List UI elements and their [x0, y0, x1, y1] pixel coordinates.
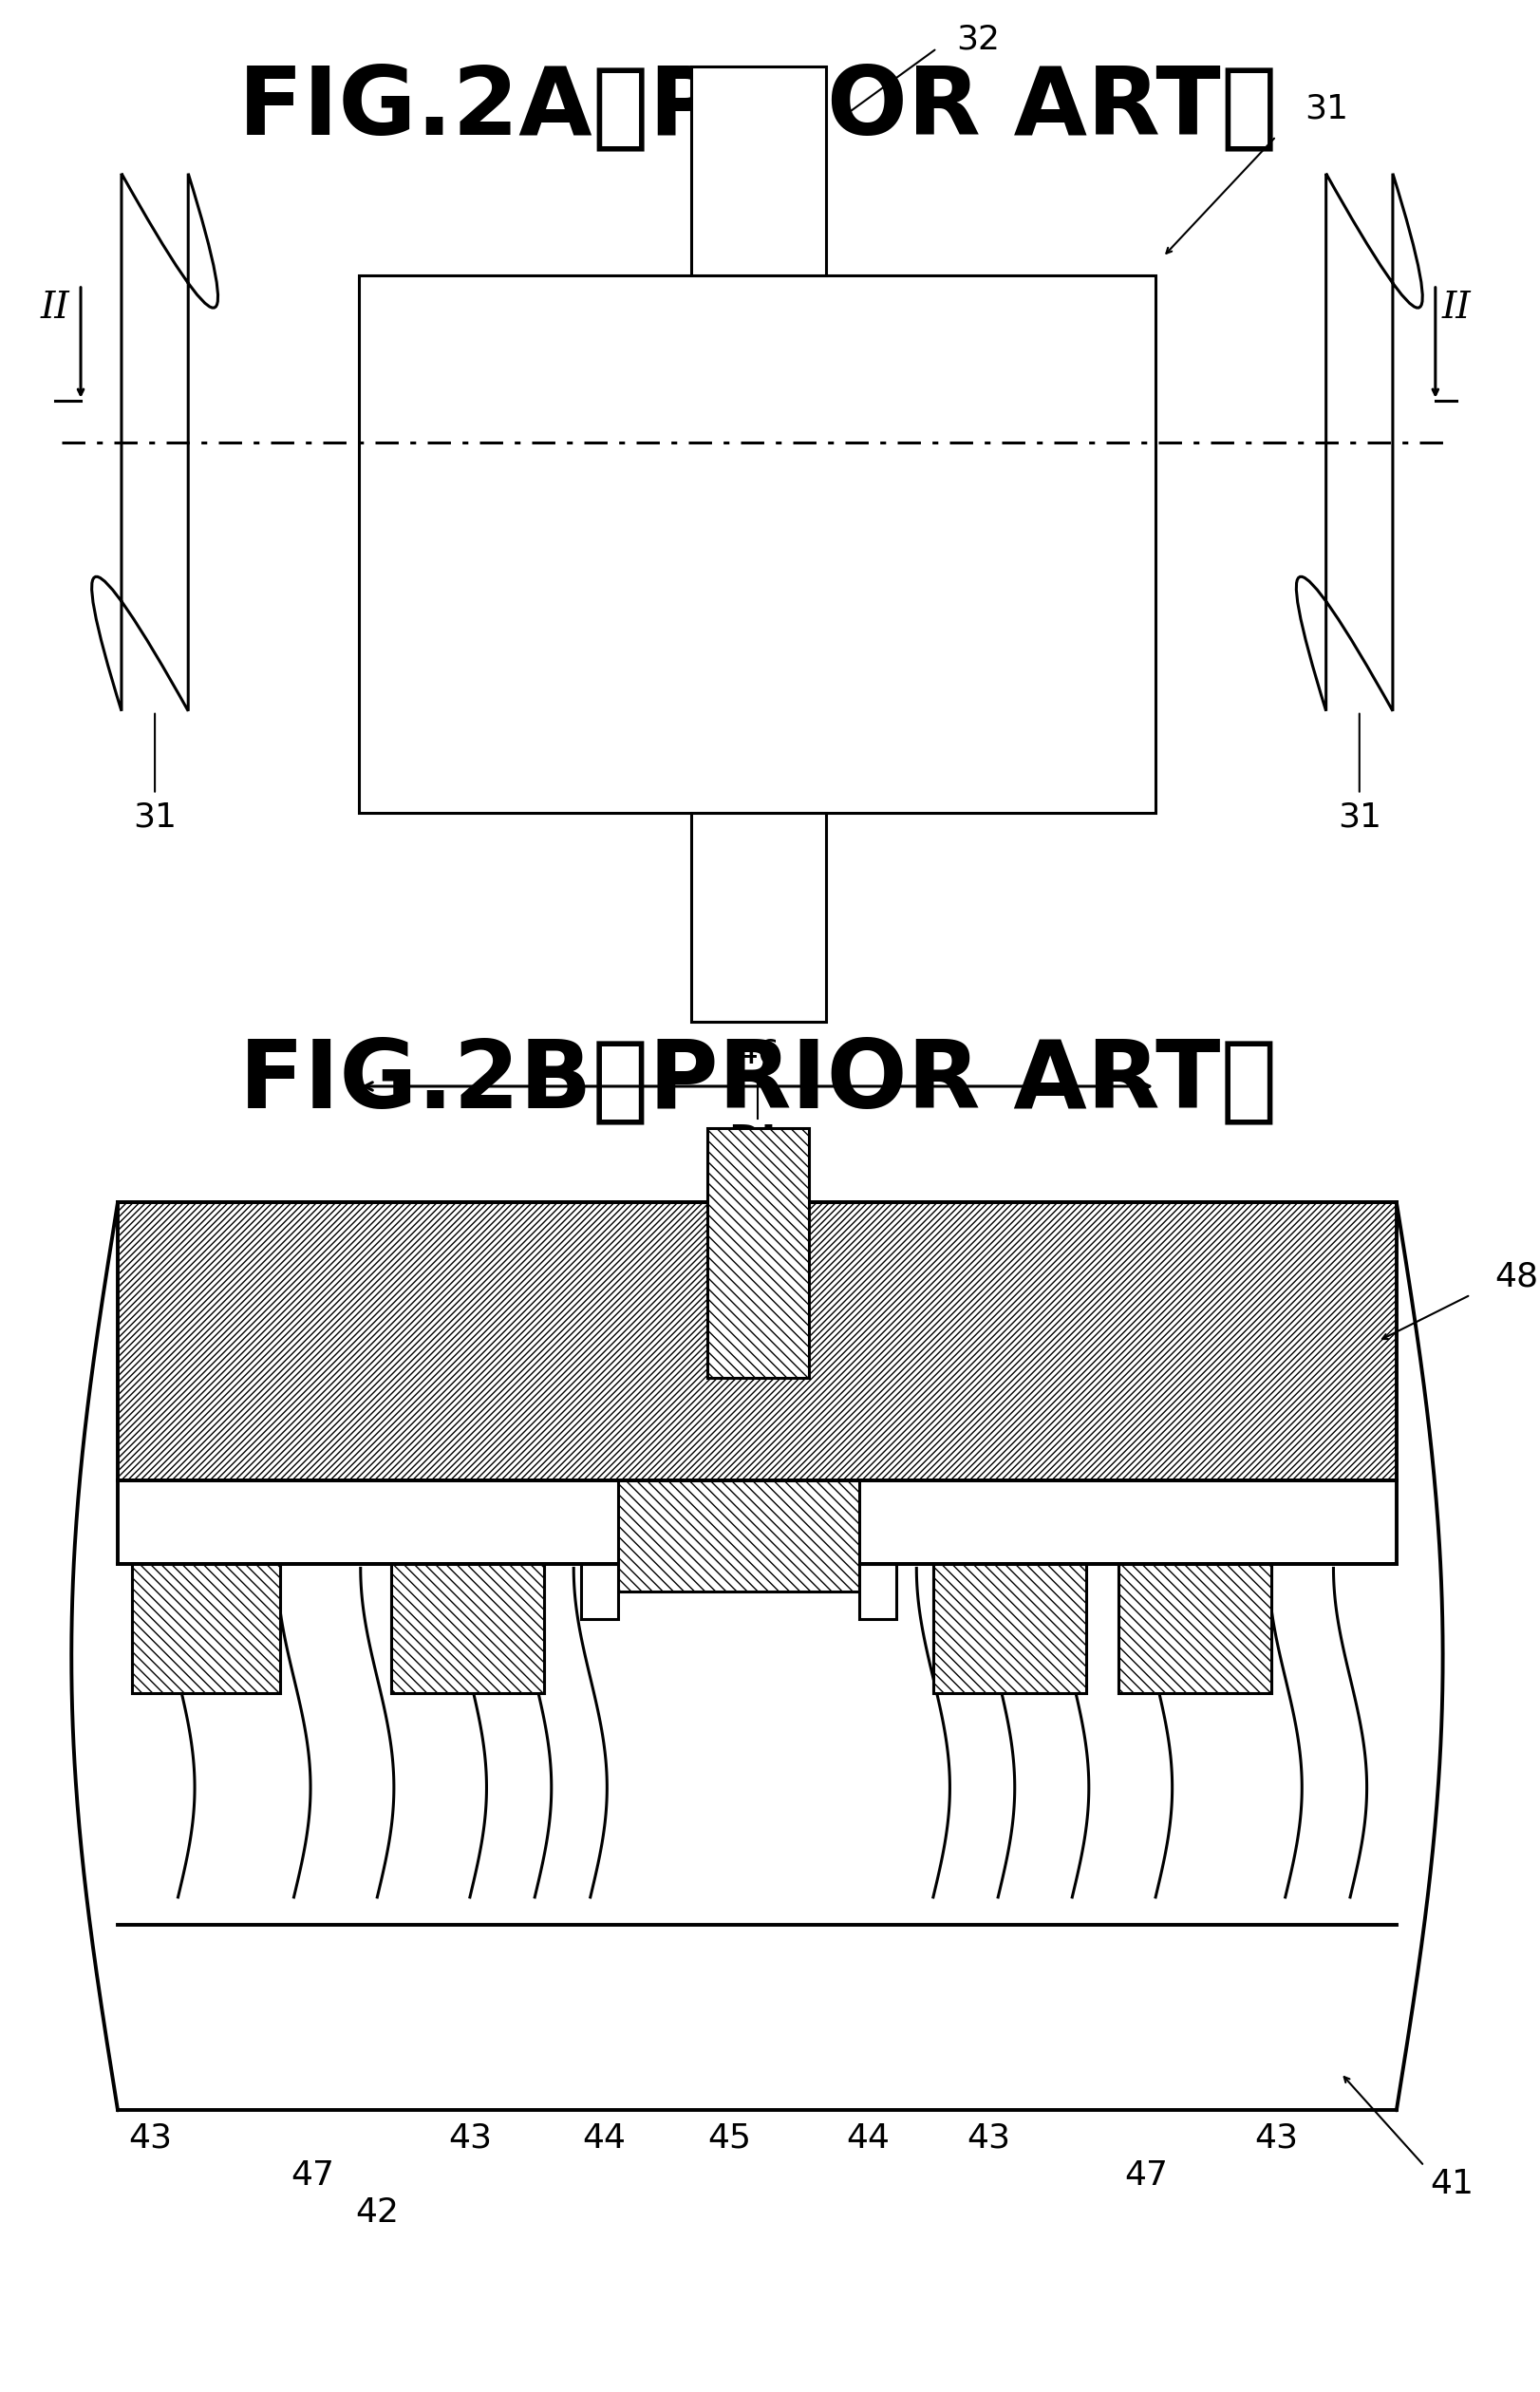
Bar: [117, 1564, 1397, 1926]
PathPatch shape: [1297, 175, 1423, 710]
Bar: [859, 1564, 896, 1619]
Text: 31: 31: [1304, 93, 1349, 124]
Text: II: II: [40, 289, 69, 325]
Text: 45: 45: [707, 2122, 752, 2155]
Bar: [1118, 1564, 1272, 1694]
Bar: [707, 1129, 809, 1378]
Bar: [618, 1481, 859, 1591]
Text: 44: 44: [847, 2122, 890, 2155]
Text: 43: 43: [128, 2122, 172, 2155]
Bar: [117, 1203, 1397, 1481]
Text: 44: 44: [582, 2122, 627, 2155]
Bar: [117, 1481, 1397, 1564]
Bar: [933, 1564, 1086, 1694]
Text: 47: 47: [1124, 2160, 1169, 2191]
Text: II: II: [1441, 289, 1471, 325]
Bar: [117, 1203, 1397, 1481]
PathPatch shape: [92, 175, 219, 710]
Bar: [933, 1564, 1086, 1694]
Text: 31: 31: [132, 801, 177, 835]
Text: 47: 47: [291, 2160, 334, 2191]
Text: 46: 46: [736, 1038, 779, 1069]
Text: 31: 31: [1338, 801, 1381, 835]
Text: 43: 43: [1254, 2122, 1298, 2155]
Text: FIG.2A（PRIOR ART）: FIG.2A（PRIOR ART）: [239, 62, 1278, 155]
Bar: [581, 1564, 618, 1619]
Bar: [117, 1926, 1397, 2110]
Text: 43: 43: [967, 2122, 1010, 2155]
Text: DL: DL: [728, 1122, 787, 1163]
Bar: [1118, 1564, 1272, 1694]
Bar: [132, 1564, 280, 1694]
Text: 32: 32: [956, 24, 1001, 55]
Text: 41: 41: [1431, 2167, 1474, 2201]
Bar: [691, 67, 825, 275]
Text: 43: 43: [448, 2122, 491, 2155]
Bar: [117, 1481, 1397, 1564]
Bar: [132, 1564, 280, 1694]
Bar: [691, 813, 825, 1021]
Text: 48: 48: [1495, 1261, 1538, 1292]
Bar: [391, 1564, 544, 1694]
Bar: [391, 1564, 544, 1694]
Bar: [359, 275, 1155, 813]
Text: FIG.2B（PRIOR ART）: FIG.2B（PRIOR ART）: [239, 1036, 1277, 1127]
Text: 42: 42: [356, 2196, 399, 2229]
